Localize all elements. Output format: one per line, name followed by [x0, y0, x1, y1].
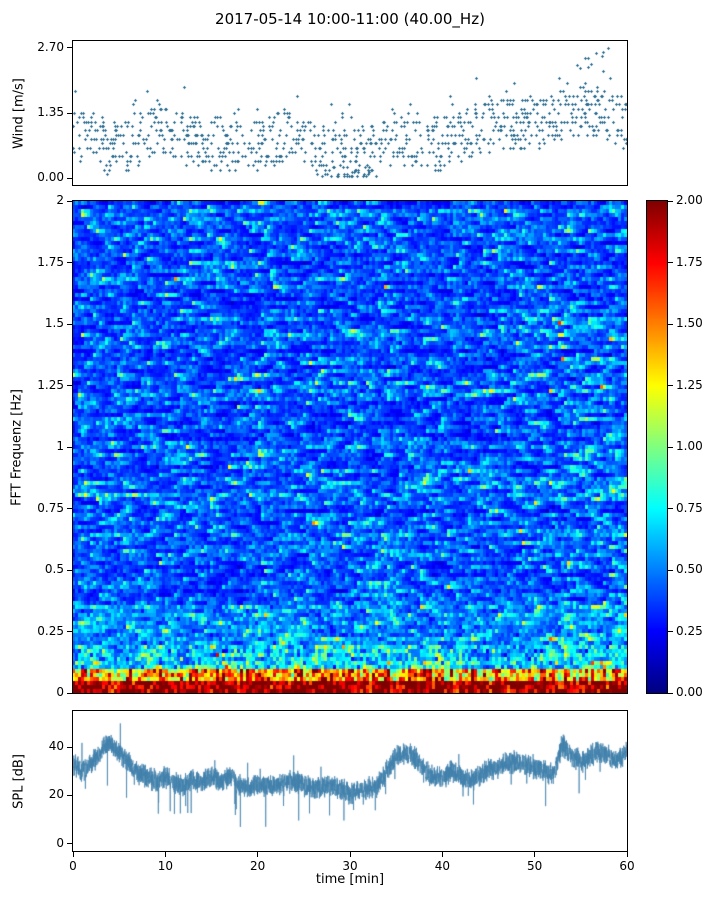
- y-tick-mark: [67, 569, 72, 571]
- spectrogram-panel: [72, 200, 628, 694]
- x-tick-mark: [349, 852, 351, 857]
- colorbar-tick-mark: [668, 385, 673, 386]
- y-tick-mark: [67, 746, 72, 748]
- spectrogram-canvas: [73, 201, 627, 693]
- y-tick-label: 2.70: [37, 39, 64, 54]
- colorbar-tick-mark: [668, 323, 673, 325]
- colorbar-tick-label: 0.25: [676, 623, 703, 638]
- colorbar-tick-label: 2.00: [676, 193, 703, 207]
- colorbar-tick-mark: [668, 200, 673, 202]
- y-tick-label: 1.25: [37, 377, 64, 392]
- x-tick-label: 40: [434, 859, 450, 873]
- y-tick-mark: [67, 385, 72, 386]
- y-tick-mark: [67, 692, 72, 694]
- x-tick-mark: [626, 852, 628, 857]
- x-tick-mark: [257, 852, 259, 857]
- y-tick-label: 1.75: [37, 254, 64, 269]
- y-tick-label: 2: [56, 193, 64, 207]
- x-tick-mark: [72, 852, 74, 857]
- y-tick-label: 1: [56, 439, 64, 453]
- colorbar: [646, 200, 668, 694]
- x-tick-mark: [534, 852, 536, 857]
- y-tick-label: 0.00: [37, 170, 64, 185]
- y-tick-mark: [67, 200, 72, 202]
- y-tick-label: 40: [48, 739, 64, 754]
- y-tick-mark: [67, 446, 72, 448]
- wind-plot-canvas: [73, 41, 627, 185]
- colorbar-tick-mark: [668, 262, 673, 263]
- x-tick-mark: [441, 852, 443, 857]
- spl-plot-canvas: [73, 711, 627, 851]
- y-tick-mark: [67, 843, 72, 845]
- colorbar-tick-label: 1.00: [676, 439, 703, 453]
- colorbar-tick-label: 1.50: [676, 316, 703, 330]
- y-tick-label: 0: [56, 835, 64, 850]
- colorbar-tick-label: 1.75: [676, 254, 703, 269]
- x-tick-label: 20: [250, 859, 266, 873]
- figure-title: 2017-05-14 10:00-11:00 (40.00_Hz): [215, 10, 485, 28]
- y-tick-label: 0.75: [37, 500, 64, 515]
- y-tick-mark: [67, 323, 72, 325]
- colorbar-tick-mark: [668, 692, 673, 694]
- wind-panel: [72, 40, 628, 186]
- colorbar-tick-mark: [668, 631, 673, 632]
- y-tick-label: 1.35: [37, 105, 64, 119]
- y-tick-mark: [67, 177, 72, 179]
- colorbar-tick-mark: [668, 569, 673, 571]
- y-tick-mark: [67, 262, 72, 263]
- colorbar-tick-label: 0.50: [676, 562, 703, 576]
- x-tick-label: 60: [619, 859, 635, 873]
- y-tick-mark: [67, 794, 72, 796]
- colorbar-tick-label: 0.75: [676, 500, 703, 515]
- colorbar-tick-mark: [668, 446, 673, 448]
- colorbar-tick-label: 0.00: [676, 685, 703, 699]
- x-tick-label: 10: [157, 859, 173, 873]
- colorbar-tick-mark: [668, 508, 673, 509]
- y-tick-label: 1.5: [44, 316, 64, 330]
- x-tick-label: 0: [69, 859, 77, 873]
- y-tick-mark: [67, 112, 72, 114]
- y-tick-mark: [67, 47, 72, 49]
- y-tick-label: 0: [56, 685, 64, 699]
- x-tick-mark: [164, 852, 166, 857]
- y-tick-mark: [67, 631, 72, 632]
- x-tick-label: 50: [527, 859, 543, 873]
- colorbar-tick-label: 1.25: [676, 377, 703, 392]
- colorbar-canvas: [647, 201, 667, 693]
- y-tick-mark: [67, 508, 72, 509]
- x-tick-label: 30: [342, 859, 358, 873]
- y-tick-label: 20: [48, 787, 64, 802]
- y-tick-label: 0.25: [37, 623, 64, 638]
- x-axis-label: time [min]: [315, 872, 385, 887]
- spl-panel: [72, 710, 628, 852]
- y-tick-label: 0.5: [44, 562, 64, 576]
